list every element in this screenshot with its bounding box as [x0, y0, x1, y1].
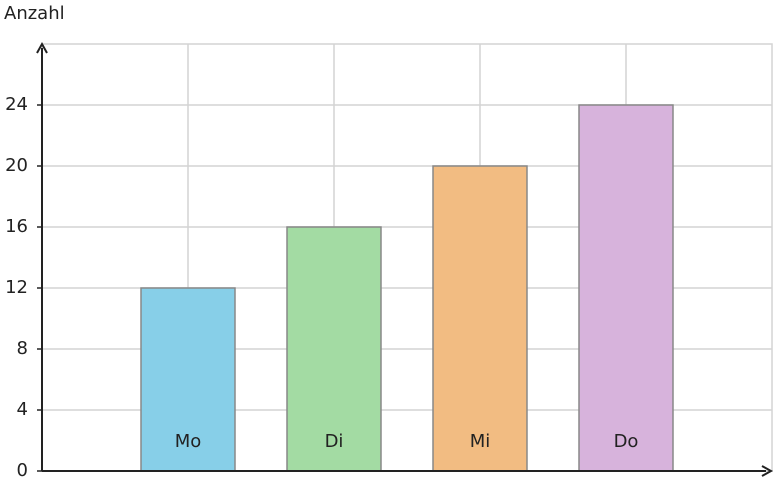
x-tick-label: Mi: [470, 431, 491, 452]
bar: [286, 226, 382, 472]
y-tick-label: 8: [17, 338, 28, 359]
y-tick-label: 12: [5, 277, 28, 298]
y-tick-label: 4: [17, 399, 28, 420]
y-axis-arrow: [36, 41, 48, 54]
x-tick-label: Mo: [175, 431, 202, 452]
bar: [432, 165, 528, 472]
y-tick-label: 24: [5, 94, 28, 115]
y-axis-label: Anzahl: [4, 3, 65, 24]
y-tick-label: 16: [5, 216, 28, 237]
bar: [140, 287, 236, 472]
x-tick-label: Di: [325, 431, 344, 452]
bars: Mo Di Mi Do: [140, 104, 674, 472]
x-axis-arrow: [761, 465, 774, 477]
y-tick-label: 0: [17, 460, 28, 481]
y-tick-label: 20: [5, 155, 28, 176]
bar: [578, 104, 674, 472]
x-tick-label: Do: [614, 431, 639, 452]
